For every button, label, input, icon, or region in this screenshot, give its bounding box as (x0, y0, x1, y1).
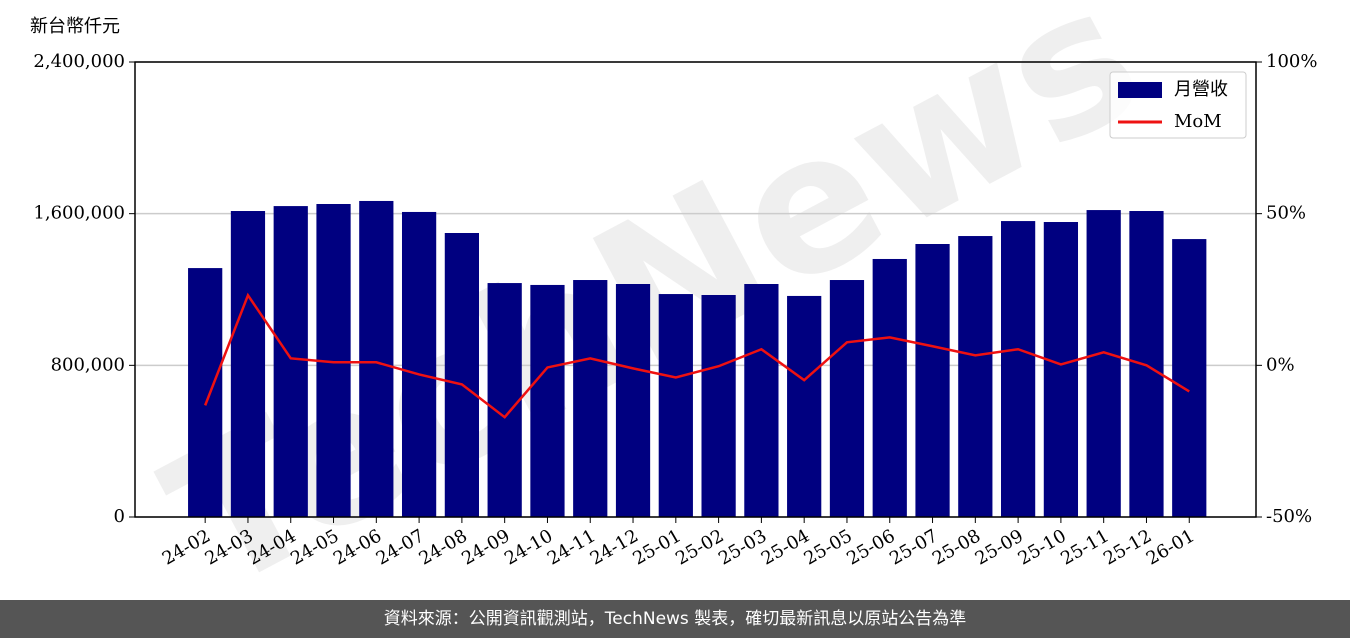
x-tick-label: 25-09 (972, 525, 1027, 569)
bar (1000, 221, 1036, 517)
y2-tick-label: 100% (1266, 51, 1317, 72)
bar (1043, 222, 1079, 517)
bar (829, 280, 865, 517)
bar (359, 200, 394, 517)
y2-tick-label: 50% (1266, 203, 1306, 224)
bar (230, 211, 266, 517)
bar (958, 236, 993, 517)
bar (915, 244, 950, 517)
bar (658, 294, 693, 517)
bar (787, 295, 822, 517)
bar (1086, 210, 1121, 518)
x-tick-label: 25-07 (886, 525, 941, 569)
bar (273, 206, 308, 518)
x-tick-label: 24-11 (544, 525, 599, 569)
x-tick-label: 25-06 (843, 525, 898, 569)
chart: 新台幣仟元 TechNews 0800,0001,600,0002,400,00… (30, 0, 1317, 634)
y2-tick-label: -50% (1266, 506, 1312, 527)
x-tick-label: 24-09 (458, 525, 513, 569)
y2-tick-label: 0% (1266, 354, 1295, 375)
x-tick-label: 26-01 (1143, 525, 1198, 569)
bar (530, 284, 565, 517)
footer: 資料來源：公開資訊觀測站，TechNews 製表，確切最新訊息以原站公告為準 (0, 600, 1350, 638)
y-axis-label: 新台幣仟元 (30, 16, 120, 37)
x-tick-label: 24-10 (501, 525, 556, 569)
bar (573, 280, 608, 517)
bar (615, 284, 651, 517)
x-tick-label: 25-12 (1100, 525, 1155, 569)
y-tick-label: 2,400,000 (33, 51, 125, 72)
legend-label: 月營收 (1174, 79, 1228, 100)
bar (744, 284, 779, 517)
bar (401, 211, 437, 517)
x-tick-label: 25-08 (929, 525, 984, 569)
x-tick-label: 25-05 (801, 525, 856, 569)
x-tick-label: 25-02 (672, 525, 727, 569)
x-tick-label: 25-10 (1014, 525, 1069, 569)
bar (701, 294, 736, 517)
y-tick-label: 1,600,000 (33, 203, 125, 224)
x-tick-label: 25-03 (715, 525, 770, 569)
x-tick-label: 24-12 (587, 525, 642, 569)
line (204, 292, 1190, 419)
y-tick-label: 800,000 (51, 354, 125, 375)
x-tick-label: 25-11 (1057, 525, 1112, 569)
plot-frame (134, 61, 1257, 518)
bar (872, 258, 907, 517)
bar (1129, 211, 1164, 517)
x-tick-label: 25-04 (758, 525, 813, 569)
y-tick-label: 0 (114, 506, 125, 527)
bar (487, 283, 522, 517)
legend-swatch (1118, 82, 1162, 98)
bar (188, 268, 223, 517)
x-tick-label: 25-01 (629, 525, 684, 569)
bar (444, 233, 480, 518)
legend-label: MoM (1174, 111, 1222, 132)
bar (1172, 239, 1207, 517)
